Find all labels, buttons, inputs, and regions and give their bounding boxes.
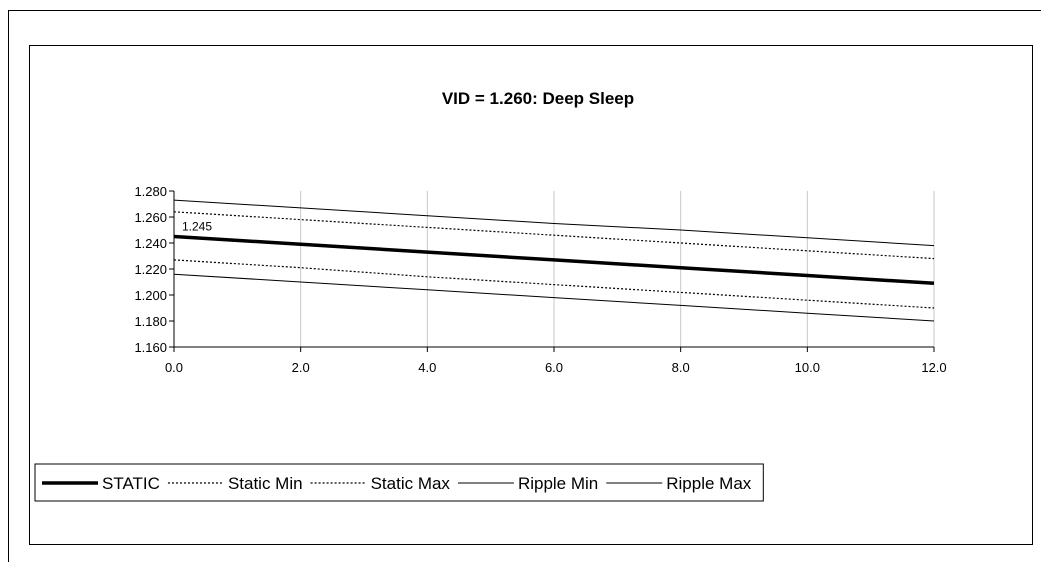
x-tick-label: 8.0 bbox=[672, 360, 690, 375]
data-label: 1.245 bbox=[182, 220, 212, 234]
chart-title: VID = 1.260: Deep Sleep bbox=[442, 89, 634, 108]
y-tick-label: 1.200 bbox=[134, 288, 167, 303]
x-tick-label: 10.0 bbox=[795, 360, 820, 375]
series-line-static-min bbox=[173, 259, 935, 309]
y-tick-label: 1.280 bbox=[134, 184, 167, 199]
chart-area: VID = 1.260: Deep Sleep 0.0 2.0 4.0 6.0 8.0 1… bbox=[29, 45, 1033, 545]
legend-label-static: STATIC bbox=[102, 474, 160, 493]
series-line-static bbox=[173, 234, 935, 286]
x-tick-label: 0.0 bbox=[165, 360, 183, 375]
axis-layer: 0.0 2.0 4.0 6.0 8.0 10.0 12.0 1.160 1.180 1.200 1.… bbox=[134, 184, 946, 375]
x-tick-label: 4.0 bbox=[418, 360, 436, 375]
legend-label-ripple-max: Ripple Max bbox=[666, 474, 752, 493]
line-chart: VID = 1.260: Deep Sleep 0.0 2.0 4.0 6.0 8.0 1… bbox=[34, 89, 947, 502]
y-tick-label: 1.160 bbox=[134, 340, 167, 355]
legend-label-static-min: Static Min bbox=[228, 474, 303, 493]
y-tick-label: 1.240 bbox=[134, 236, 167, 251]
grid-layer bbox=[300, 191, 935, 347]
x-tick-label: 6.0 bbox=[545, 360, 563, 375]
legend-label-ripple-min: Ripple Min bbox=[518, 474, 598, 493]
x-tick-label: 12.0 bbox=[921, 360, 946, 375]
annotation-layer: 1.245 bbox=[182, 220, 212, 234]
legend-label-static-max: Static Max bbox=[371, 474, 451, 493]
series-line-ripple-min bbox=[173, 273, 935, 322]
x-tick-label: 2.0 bbox=[292, 360, 310, 375]
legend: STATIC Static Min Static Max Ripple Min Ripp… bbox=[34, 463, 764, 502]
outer-frame bbox=[8, 10, 1041, 562]
series-layer bbox=[173, 199, 935, 322]
series-line-ripple-max bbox=[173, 199, 935, 247]
series-line-static-max bbox=[173, 211, 935, 260]
y-tick-label: 1.220 bbox=[134, 262, 167, 277]
y-tick-label: 1.180 bbox=[134, 314, 167, 329]
y-tick-label: 1.260 bbox=[134, 210, 167, 225]
